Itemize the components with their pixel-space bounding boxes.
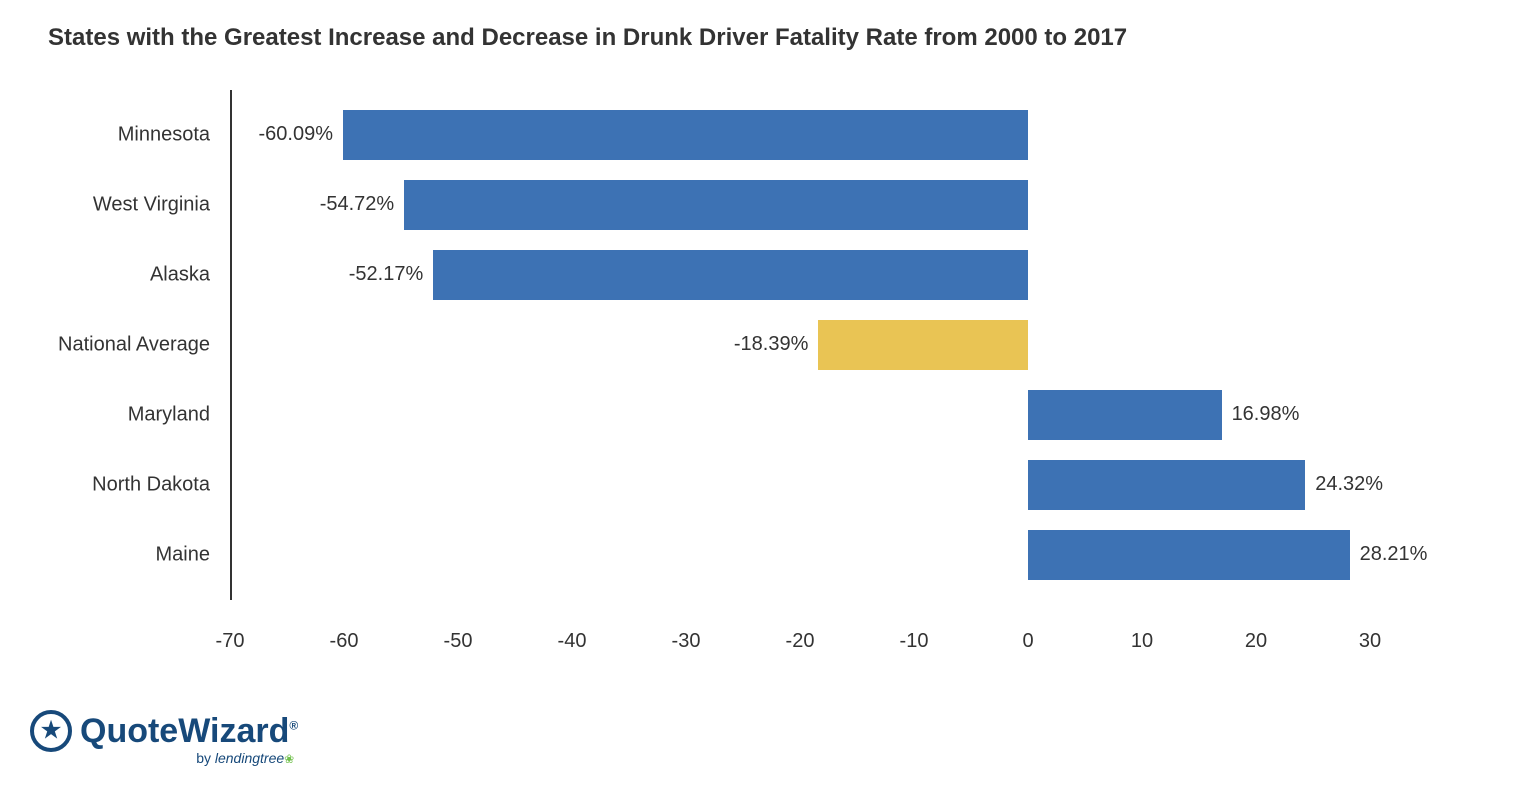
- x-tick-label: -70: [216, 630, 245, 653]
- chart-title: States with the Greatest Increase and De…: [48, 24, 1127, 52]
- logo-wordmark: QuoteWizard®: [80, 712, 298, 751]
- bar-value-label: 28.21%: [1360, 543, 1428, 566]
- x-tick-label: -60: [330, 630, 359, 653]
- bar-value-label: -60.09%: [258, 123, 333, 146]
- category-label: National Average: [50, 334, 210, 357]
- category-label: West Virginia: [50, 194, 210, 217]
- bar: [1028, 460, 1305, 510]
- plot-area: Minnesota-60.09%West Virginia-54.72%Alas…: [230, 90, 1370, 610]
- x-tick-label: 20: [1245, 630, 1267, 653]
- logo-byline: by lendingtree❀: [196, 750, 294, 766]
- category-label: North Dakota: [50, 474, 210, 497]
- chart-container: States with the Greatest Increase and De…: [0, 0, 1514, 786]
- logo-star-icon: ★: [30, 710, 72, 752]
- category-label: Alaska: [50, 264, 210, 287]
- logo-sub-brand: lendingtree: [215, 750, 284, 766]
- bar: [343, 110, 1028, 160]
- bar-value-label: -54.72%: [320, 193, 395, 216]
- logo-registered-icon: ®: [289, 718, 298, 732]
- bar: [433, 250, 1028, 300]
- bar: [1028, 390, 1222, 440]
- bar: [1028, 530, 1350, 580]
- bar-value-label: 16.98%: [1232, 403, 1300, 426]
- bar-value-label: -52.17%: [349, 263, 424, 286]
- x-tick-label: 30: [1359, 630, 1381, 653]
- logo-text-main: QuoteWizard: [80, 712, 289, 750]
- x-tick-label: -30: [672, 630, 701, 653]
- bar-value-label: 24.32%: [1315, 473, 1383, 496]
- bar-value-label: -18.39%: [734, 333, 809, 356]
- leaf-icon: ❀: [284, 752, 294, 766]
- category-label: Maine: [50, 544, 210, 567]
- x-tick-label: -40: [558, 630, 587, 653]
- bar: [404, 180, 1028, 230]
- x-tick-label: 0: [1022, 630, 1033, 653]
- logo-main-row: ★ QuoteWizard®: [30, 710, 298, 752]
- x-tick-label: 10: [1131, 630, 1153, 653]
- branding-logo: ★ QuoteWizard® by lendingtree❀: [30, 710, 298, 766]
- logo-by-prefix: by: [196, 750, 215, 766]
- y-axis-line: [230, 90, 232, 600]
- bar: [818, 320, 1028, 370]
- x-tick-label: -50: [444, 630, 473, 653]
- x-tick-label: -10: [900, 630, 929, 653]
- x-tick-label: -20: [786, 630, 815, 653]
- category-label: Maryland: [50, 404, 210, 427]
- category-label: Minnesota: [50, 124, 210, 147]
